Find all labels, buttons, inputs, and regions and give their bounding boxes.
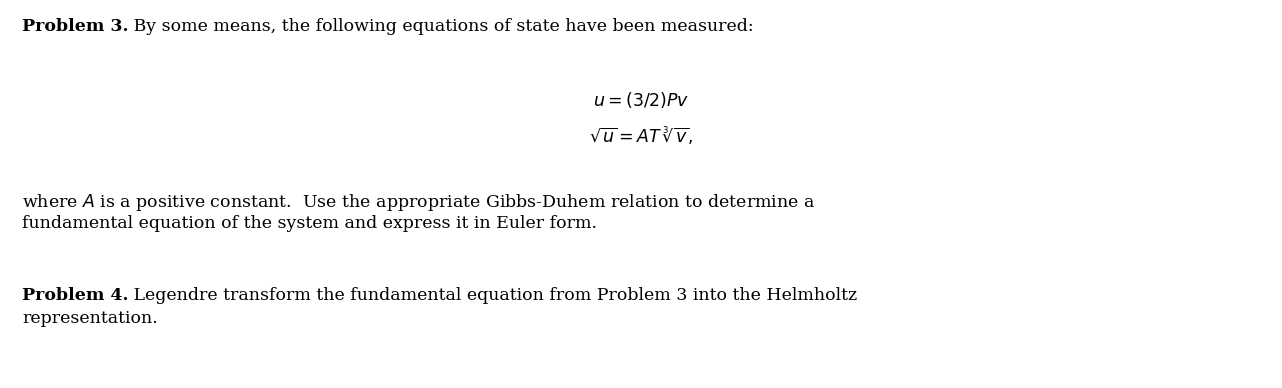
- Text: representation.: representation.: [22, 310, 158, 327]
- Text: Legendre transform the fundamental equation from Problem 3 into the Helmholtz: Legendre transform the fundamental equat…: [128, 287, 858, 304]
- Text: $u = (3/2)Pv$: $u = (3/2)Pv$: [592, 90, 690, 110]
- Text: $\sqrt{u} = AT\,\sqrt[3]{v},$: $\sqrt{u} = AT\,\sqrt[3]{v},$: [588, 125, 694, 147]
- Text: where $A$ is a positive constant.  Use the appropriate Gibbs-Duhem relation to d: where $A$ is a positive constant. Use th…: [22, 192, 815, 213]
- Text: By some means, the following equations of state have been measured:: By some means, the following equations o…: [128, 18, 754, 35]
- Text: Problem 4.: Problem 4.: [22, 287, 128, 304]
- Text: Problem 3.: Problem 3.: [22, 18, 128, 35]
- Text: fundamental equation of the system and express it in Euler form.: fundamental equation of the system and e…: [22, 215, 597, 232]
